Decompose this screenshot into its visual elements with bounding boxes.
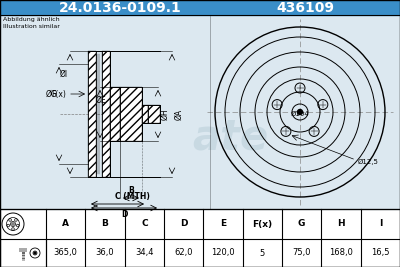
Bar bbox=[19, 248, 27, 252]
Bar bbox=[102, 51, 110, 177]
Text: H: H bbox=[337, 219, 345, 229]
Text: Abbildung ähnlich: Abbildung ähnlich bbox=[3, 17, 60, 22]
Text: ØE: ØE bbox=[96, 96, 106, 104]
Text: C: C bbox=[141, 219, 148, 229]
Text: E: E bbox=[220, 219, 226, 229]
Circle shape bbox=[298, 109, 302, 115]
Text: ØA: ØA bbox=[174, 108, 183, 120]
Text: 365,0: 365,0 bbox=[54, 249, 78, 257]
Text: I: I bbox=[379, 219, 382, 229]
Bar bbox=[88, 51, 96, 177]
Text: D: D bbox=[180, 219, 188, 229]
Text: Illustration similar: Illustration similar bbox=[3, 24, 60, 29]
Bar bbox=[142, 105, 148, 123]
Text: 36,0: 36,0 bbox=[96, 249, 114, 257]
Bar bbox=[0, 0, 400, 15]
Text: ØG: ØG bbox=[45, 89, 57, 99]
Bar bbox=[142, 105, 148, 123]
Text: 436109: 436109 bbox=[276, 1, 334, 15]
Text: 75,0: 75,0 bbox=[292, 249, 311, 257]
Text: F(x): F(x) bbox=[252, 219, 272, 229]
Bar bbox=[120, 87, 142, 141]
Text: G: G bbox=[298, 219, 305, 229]
Text: ate: ate bbox=[192, 116, 268, 158]
Text: A: A bbox=[62, 219, 69, 229]
Circle shape bbox=[34, 252, 36, 254]
Text: 62,0: 62,0 bbox=[174, 249, 193, 257]
Text: Ø12,5: Ø12,5 bbox=[358, 159, 379, 165]
Text: ØH: ØH bbox=[160, 108, 169, 120]
Text: B: B bbox=[102, 219, 108, 229]
Text: B: B bbox=[128, 186, 134, 195]
Bar bbox=[22, 252, 24, 261]
Text: Ø104: Ø104 bbox=[291, 111, 309, 117]
Bar bbox=[88, 51, 96, 177]
Text: F(x): F(x) bbox=[51, 89, 66, 99]
Bar bbox=[148, 105, 160, 123]
Text: D: D bbox=[121, 210, 127, 219]
Text: C (MTH): C (MTH) bbox=[115, 192, 150, 201]
Text: 120,0: 120,0 bbox=[211, 249, 235, 257]
Text: 16,5: 16,5 bbox=[371, 249, 390, 257]
Text: ØI: ØI bbox=[60, 70, 68, 79]
Bar bbox=[148, 105, 160, 123]
Bar bbox=[102, 51, 110, 177]
Bar bbox=[110, 87, 120, 141]
Text: 34,4: 34,4 bbox=[135, 249, 154, 257]
Text: 24.0136-0109.1: 24.0136-0109.1 bbox=[59, 1, 181, 15]
Bar bbox=[0, 209, 400, 267]
Bar bbox=[110, 87, 120, 141]
Circle shape bbox=[12, 223, 14, 225]
Bar bbox=[120, 87, 142, 141]
Bar bbox=[0, 15, 400, 209]
Text: 168,0: 168,0 bbox=[329, 249, 353, 257]
Text: 5: 5 bbox=[260, 249, 265, 257]
